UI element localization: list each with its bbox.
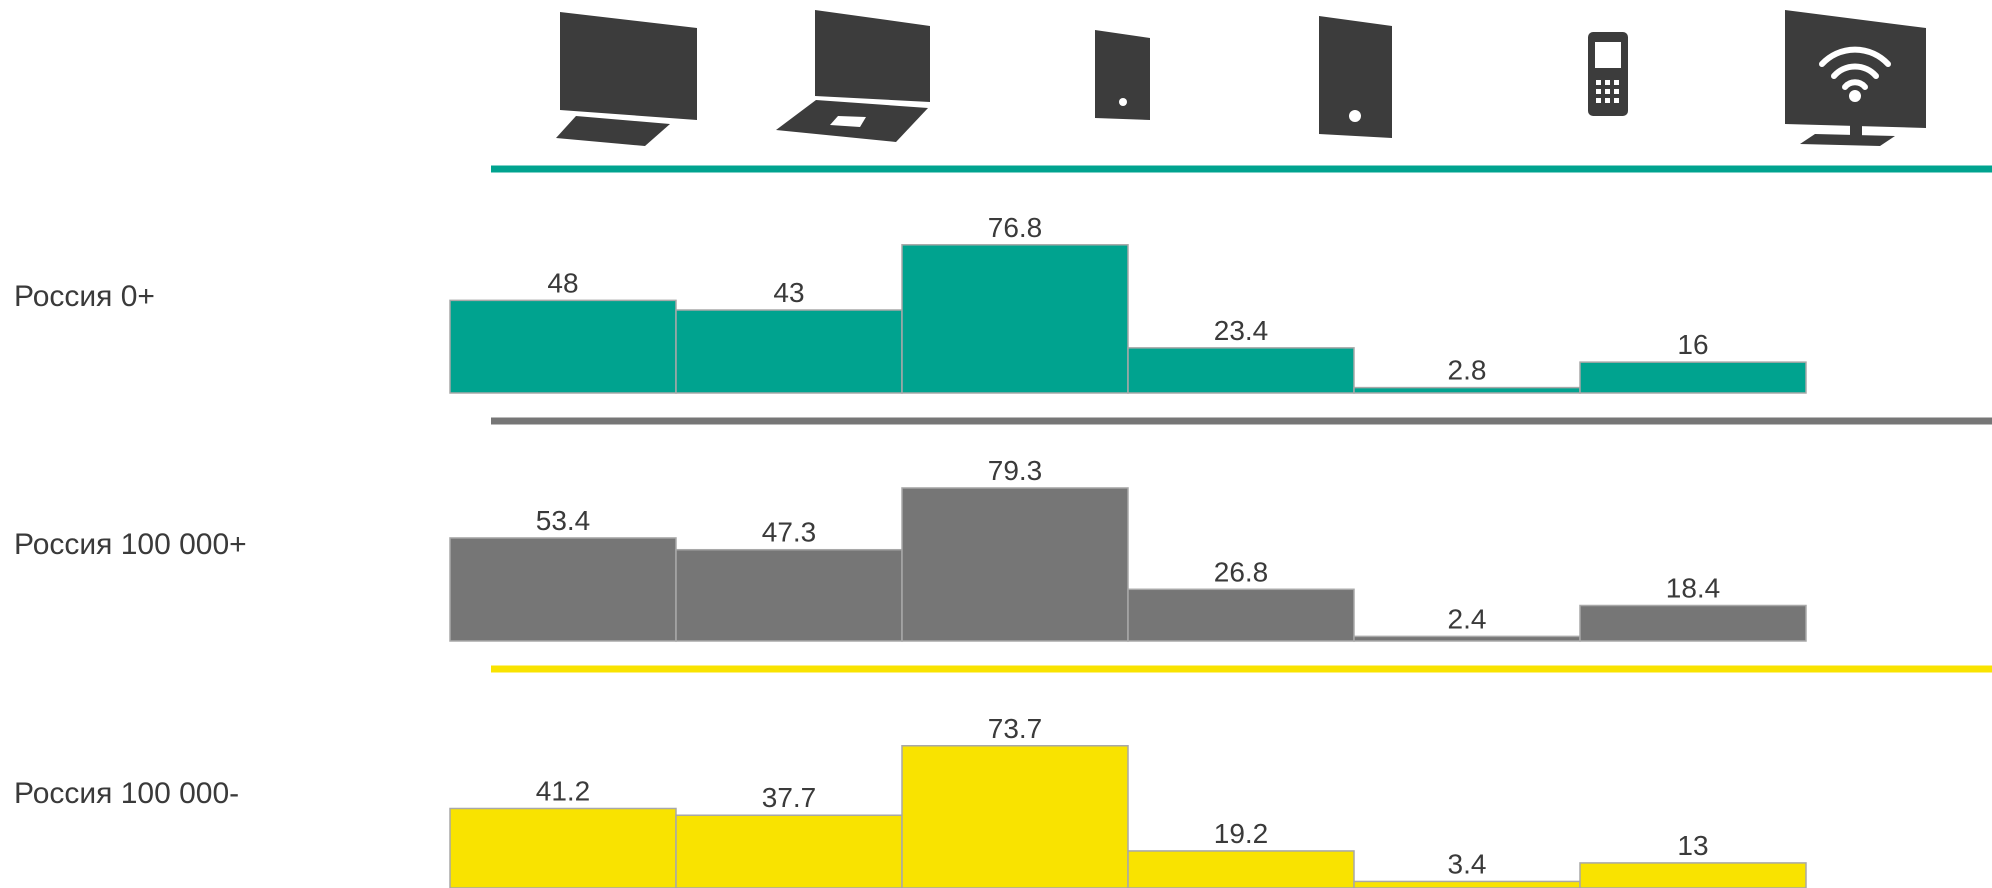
row-label-russia-100000plus: Россия 100 000+ bbox=[14, 528, 247, 561]
series-3-value-label: 3.4 bbox=[1448, 848, 1487, 879]
laptop-icon bbox=[776, 10, 930, 142]
series-2-value-label: 18.4 bbox=[1666, 572, 1721, 603]
series-1-value-label: 2.8 bbox=[1448, 355, 1487, 386]
series-3-value-label: 37.7 bbox=[762, 782, 817, 813]
series-2-bar bbox=[675, 548, 903, 642]
series-1-value-label: 23.4 bbox=[1214, 315, 1269, 346]
desktop-icon bbox=[556, 12, 697, 146]
series-3-bar bbox=[449, 807, 677, 888]
series-1-bar bbox=[449, 299, 677, 394]
series-3-bar bbox=[1579, 862, 1807, 888]
row-label-russia-100000minus: Россия 100 000- bbox=[14, 777, 240, 810]
series-3-value-label: 19.2 bbox=[1214, 818, 1269, 849]
series-2-bar bbox=[1579, 604, 1807, 642]
series-3-value-label: 13 bbox=[1677, 830, 1708, 861]
series-1-bar bbox=[901, 244, 1129, 394]
series-1-value-label: 76.8 bbox=[988, 212, 1043, 243]
series-2-bar bbox=[449, 537, 677, 642]
series-1-bar bbox=[675, 309, 903, 394]
series-2-bar bbox=[1353, 635, 1581, 642]
mobile-phone-icon bbox=[1588, 32, 1628, 116]
series-2-bar bbox=[1127, 588, 1355, 642]
series-3-value-label: 73.7 bbox=[988, 713, 1043, 744]
series-2-bar bbox=[901, 487, 1129, 642]
series-3-bar bbox=[1127, 850, 1355, 888]
series-3-bar bbox=[901, 745, 1129, 888]
series-2-value-label: 47.3 bbox=[762, 517, 817, 548]
device-icons bbox=[556, 10, 1926, 146]
series-3-bar bbox=[1353, 880, 1581, 888]
series-2-value-label: 26.8 bbox=[1214, 556, 1269, 587]
series-1-value-label: 48 bbox=[547, 267, 578, 298]
series-1-bar bbox=[1127, 347, 1355, 394]
series-2-value-label: 53.4 bbox=[536, 505, 591, 536]
small-tablet-icon bbox=[1095, 30, 1150, 120]
row-label-russia-0plus: Россия 0+ bbox=[14, 280, 155, 313]
tablet-icon bbox=[1319, 16, 1392, 138]
smart-tv-icon bbox=[1785, 10, 1926, 146]
series-1-bar bbox=[1579, 361, 1807, 394]
series-2-value-label: 79.3 bbox=[988, 455, 1043, 486]
series-1-bar bbox=[1353, 386, 1581, 394]
series-1-value-label: 16 bbox=[1677, 329, 1708, 360]
series-2-value-label: 2.4 bbox=[1448, 603, 1487, 634]
series-3-value-label: 41.2 bbox=[536, 775, 591, 806]
series-3-bar bbox=[675, 814, 903, 888]
series-1-value-label: 43 bbox=[773, 277, 804, 308]
